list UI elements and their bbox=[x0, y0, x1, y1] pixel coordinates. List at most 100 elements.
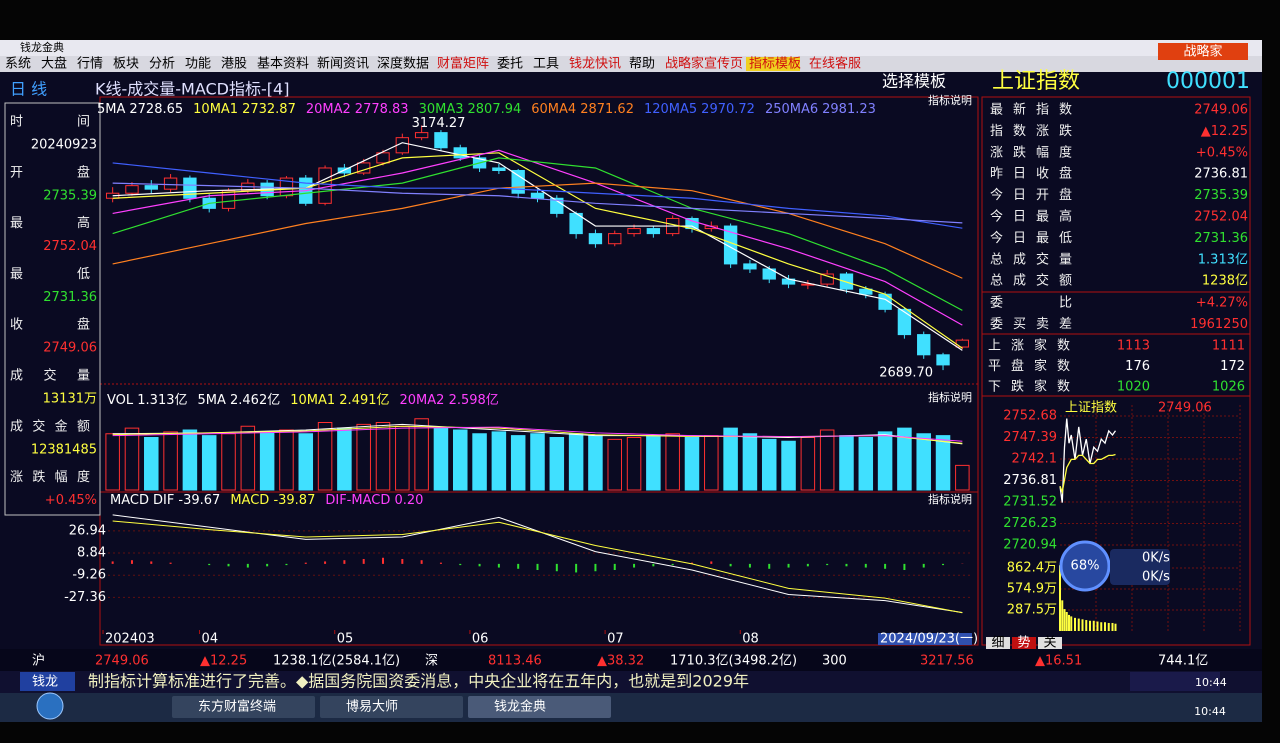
task-button[interactable] bbox=[172, 696, 315, 718]
period[interactable]: 日 线 bbox=[10, 80, 47, 99]
ticker-item: 3217.56 bbox=[920, 654, 974, 669]
volume-bar bbox=[298, 433, 314, 491]
info-label: 成交量 bbox=[10, 368, 90, 384]
logo[interactable]: 战略家 bbox=[1183, 44, 1222, 60]
ticker-item: ▲12.25 bbox=[200, 654, 247, 669]
volume-bar bbox=[742, 433, 758, 491]
menu-item[interactable]: 委托 bbox=[497, 57, 523, 72]
ticker-item: ▲38.32 bbox=[597, 654, 644, 669]
menu-item[interactable]: 战略家宣传页 bbox=[665, 56, 743, 72]
menu-item[interactable]: 工具 bbox=[533, 57, 559, 72]
task-label[interactable]: 东方财富终端 bbox=[198, 699, 276, 715]
x-tick-label: 202403 bbox=[105, 632, 155, 647]
menu-item[interactable]: 新闻资讯 bbox=[317, 56, 369, 72]
ticker-bar bbox=[0, 649, 1262, 671]
quote-value: 2735.39 bbox=[1194, 188, 1248, 203]
menu-item[interactable]: 指标模板 bbox=[749, 57, 801, 72]
menu-item[interactable]: 行情 bbox=[77, 57, 103, 72]
volume-bar bbox=[279, 429, 294, 491]
legend-name: 20MA2 2.598亿 bbox=[400, 393, 499, 408]
mini-value: 2749.06 bbox=[1158, 401, 1212, 416]
task-button[interactable] bbox=[468, 696, 611, 718]
menu-item[interactable]: 功能 bbox=[185, 57, 211, 72]
mini-volume-bar bbox=[1114, 623, 1117, 631]
news-text[interactable]: 制指标计算标准进行了完善。◆据国务院国资委消息，中央企业将在五年内，也就是到20… bbox=[88, 672, 749, 691]
menu-item[interactable]: 在线客服 bbox=[809, 56, 861, 72]
start-button[interactable] bbox=[36, 692, 64, 720]
widget-down: 0K/s bbox=[1142, 570, 1170, 585]
status-box bbox=[1130, 672, 1220, 691]
ticker-item: 沪 bbox=[32, 653, 45, 669]
help-link[interactable]: 指标说明 bbox=[928, 93, 972, 107]
volume-bar bbox=[800, 437, 816, 491]
tab[interactable]: 细 bbox=[991, 636, 1004, 651]
menu-item[interactable]: 财富矩阵 bbox=[437, 56, 489, 72]
menu-item[interactable]: 板块 bbox=[113, 57, 139, 72]
title-bar bbox=[0, 40, 1262, 56]
ticker-item: 深 bbox=[425, 654, 438, 669]
volume-bar bbox=[317, 422, 333, 491]
help-link[interactable]: 指标说明 bbox=[928, 390, 972, 404]
volume-bar bbox=[105, 433, 120, 491]
y-tick-label: 2720.94 bbox=[1003, 538, 1057, 553]
help-link[interactable]: 指标说明 bbox=[928, 492, 972, 506]
volume-bar bbox=[182, 429, 198, 491]
candle-body bbox=[820, 273, 834, 285]
volume-bar bbox=[337, 427, 352, 491]
candle-body bbox=[376, 152, 390, 164]
y-tick-label: 26.94 bbox=[69, 523, 106, 538]
menu-item[interactable]: 基本资料 bbox=[257, 57, 309, 72]
mini-volume-bar bbox=[1104, 622, 1106, 631]
info-value: 2752.04 bbox=[43, 239, 97, 254]
candle-body bbox=[492, 167, 506, 171]
legend-name: 20MA2 bbox=[306, 102, 351, 117]
candle-body bbox=[144, 185, 158, 190]
y-tick-label: 2752.68 bbox=[1003, 409, 1057, 424]
menu-item[interactable]: 深度数据 bbox=[377, 56, 429, 72]
y-tick-label: 574.9万 bbox=[1007, 582, 1057, 597]
mini-volume-bar bbox=[1085, 620, 1088, 631]
quote-value: +4.27% bbox=[1196, 296, 1248, 311]
volume-bar bbox=[240, 425, 256, 491]
breadth-value: 176 bbox=[1125, 359, 1150, 374]
volume-bar bbox=[221, 433, 236, 491]
volume-bar bbox=[510, 435, 526, 491]
info-value: 12381485 bbox=[31, 442, 97, 457]
legend-name: DIF-MACD 0.20 bbox=[325, 493, 423, 508]
task-button[interactable] bbox=[320, 696, 463, 718]
candle-body bbox=[936, 354, 950, 366]
breadth-value: 1020 bbox=[1117, 380, 1150, 395]
legend-value: 2807.94 bbox=[468, 102, 522, 117]
y-tick-label: -27.36 bbox=[64, 590, 106, 605]
task-label[interactable]: 钱龙金典 bbox=[494, 699, 546, 715]
quote-value: 2731.36 bbox=[1194, 231, 1248, 246]
logo-box[interactable] bbox=[1158, 43, 1248, 60]
menu-item[interactable]: 大盘 bbox=[41, 56, 67, 72]
volume-bar bbox=[375, 422, 391, 491]
menu-item[interactable]: 帮助 bbox=[629, 57, 655, 72]
volume-bar bbox=[877, 431, 893, 491]
template-select[interactable]: 选择模板 bbox=[882, 72, 946, 91]
menu-highlight bbox=[746, 57, 800, 71]
candle-body bbox=[550, 197, 564, 214]
tab[interactable]: 关 bbox=[1043, 636, 1056, 651]
task-label[interactable]: 博易大师 bbox=[346, 700, 398, 715]
tab[interactable]: 势 bbox=[1017, 635, 1030, 651]
intraday-line bbox=[1059, 418, 1117, 503]
mini-volume-bar bbox=[1074, 617, 1076, 631]
ma-line bbox=[112, 182, 963, 224]
app-window bbox=[0, 40, 1262, 722]
menu-item[interactable]: 钱龙快讯 bbox=[569, 57, 621, 72]
volume-bar bbox=[124, 427, 140, 491]
volume-bar bbox=[897, 427, 912, 491]
volume-bar bbox=[646, 435, 661, 491]
menu-item[interactable]: 港股 bbox=[221, 57, 247, 72]
x-tick-label: 08 bbox=[742, 632, 759, 647]
volume-bar bbox=[723, 427, 738, 491]
x-tick-label: 06 bbox=[472, 632, 489, 647]
legend-name: 10MA1 bbox=[193, 102, 238, 117]
quote-value: ▲12.25 bbox=[1201, 124, 1248, 139]
menu-item[interactable]: 系统 bbox=[5, 57, 31, 72]
menu-item[interactable]: 分析 bbox=[149, 57, 175, 72]
ma-line bbox=[112, 152, 963, 349]
